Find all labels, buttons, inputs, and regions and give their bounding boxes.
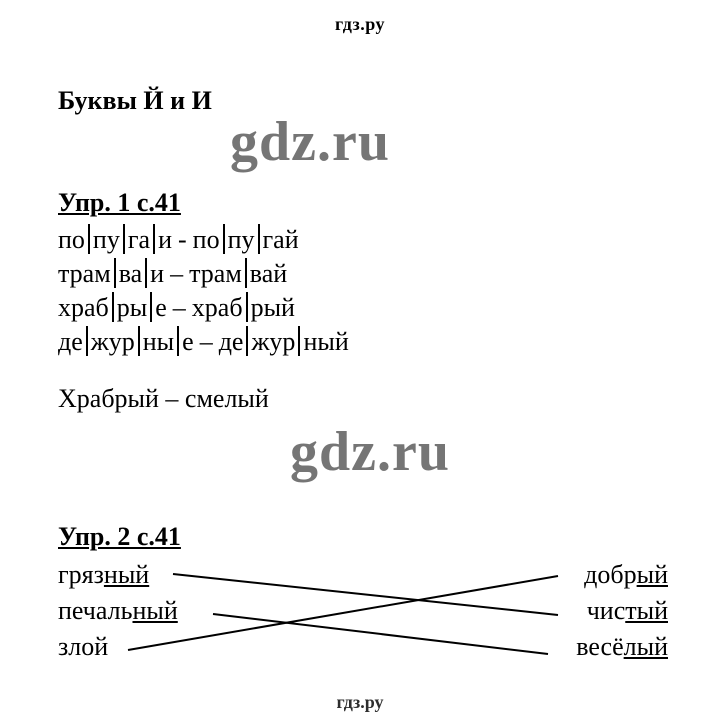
word-stem: чис (587, 596, 626, 625)
syllable-separator (245, 258, 247, 288)
syllable-row: дежурные – дежурный (58, 326, 349, 357)
syllable-separator (246, 326, 248, 356)
word-stem: злой (58, 632, 108, 661)
syllable-separator (153, 224, 155, 254)
syllable-separator (246, 292, 248, 322)
syllable: ный (303, 327, 348, 357)
syllable-row: трамваи – трамвай (58, 258, 287, 289)
left-word: печальный (58, 596, 178, 626)
syllable: по (193, 225, 220, 255)
syllable: трам (189, 259, 242, 289)
syllable: ры (117, 293, 147, 323)
syllable: е (155, 293, 167, 323)
syllable-separator (138, 326, 140, 356)
word-stem: весё (576, 632, 623, 661)
left-word: злой (58, 632, 108, 662)
exercise-2-container: грязныйпечальныйзлойдобрыйчистыйвесёлый (58, 560, 668, 680)
syllable: де (58, 327, 83, 357)
word-separator: – (170, 259, 183, 289)
syllable-separator (298, 326, 300, 356)
syllable: храб (192, 293, 243, 323)
exercise-2-title: Упр. 2 с.41 (58, 522, 181, 552)
site-footer: гдз.ру (0, 692, 720, 713)
syllable: ны (143, 327, 174, 357)
syllable: жур (91, 327, 135, 357)
syllable: жур (251, 327, 295, 357)
word-separator: - (178, 225, 187, 255)
watermark: gdz.ru (230, 110, 390, 174)
syllable: храб (58, 293, 109, 323)
syllable: рый (251, 293, 295, 323)
word-stem: печаль (58, 596, 132, 625)
right-word: чистый (587, 596, 668, 626)
syllable: де (219, 327, 244, 357)
syllable-separator (86, 326, 88, 356)
syllable-separator (223, 224, 225, 254)
syllable: гай (263, 225, 299, 255)
exercise-1-title: Упр. 1 с.41 (58, 188, 181, 218)
syllable-separator (177, 326, 179, 356)
word-stem: гряз (58, 560, 104, 589)
syllable: и (150, 259, 164, 289)
syllable: вай (250, 259, 287, 289)
syllable-separator (112, 292, 114, 322)
exercise-1-note: Храбрый – смелый (58, 384, 269, 414)
word-separator: – (173, 293, 186, 323)
syllable-separator (258, 224, 260, 254)
word-ending: ный (104, 560, 149, 589)
site-header: гдз.ру (0, 14, 720, 35)
syllable-separator (123, 224, 125, 254)
syllable-separator (150, 292, 152, 322)
syllable: га (128, 225, 150, 255)
left-word: грязный (58, 560, 149, 590)
syllable-separator (88, 224, 90, 254)
right-word: добрый (584, 560, 668, 590)
right-word: весёлый (576, 632, 668, 662)
word-separator: – (200, 327, 213, 357)
syllable: е (182, 327, 194, 357)
syllable-row: храбрые – храбрый (58, 292, 295, 323)
section-title: Буквы Й и И (58, 86, 212, 116)
word-ending: ный (132, 596, 177, 625)
connection-line (128, 576, 558, 650)
syllable: ва (119, 259, 142, 289)
word-stem: добр (584, 560, 636, 589)
word-ending: тый (625, 596, 668, 625)
connection-line (213, 614, 548, 654)
word-ending: лый (624, 632, 668, 661)
syllable: пу (228, 225, 255, 255)
syllable-row: попугаи - попугай (58, 224, 299, 255)
syllable: по (58, 225, 85, 255)
word-ending: ый (637, 560, 668, 589)
syllable: и (158, 225, 172, 255)
watermark: gdz.ru (290, 420, 450, 484)
syllable-separator (114, 258, 116, 288)
syllable: пу (93, 225, 120, 255)
syllable: трам (58, 259, 111, 289)
syllable-separator (145, 258, 147, 288)
